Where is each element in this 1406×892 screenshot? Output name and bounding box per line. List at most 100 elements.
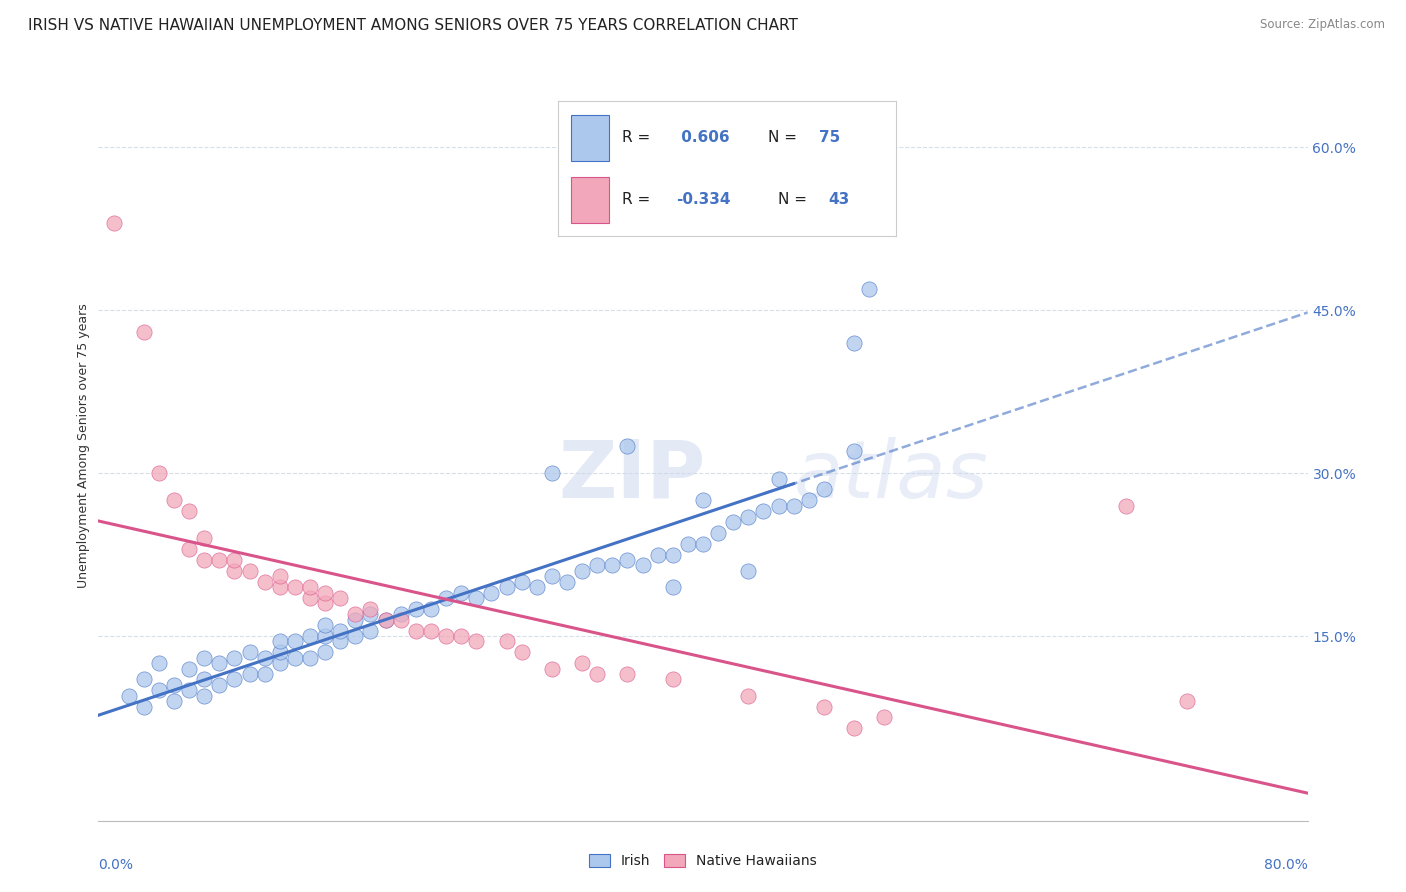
Point [193, 650, 215, 665]
Point [389, 607, 412, 622]
Point [723, 515, 745, 529]
Point [163, 694, 186, 708]
Point [284, 634, 307, 648]
Point [540, 466, 562, 480]
Legend: Irish, Native Hawaiians: Irish, Native Hawaiians [583, 848, 823, 873]
Point [344, 629, 367, 643]
Point [631, 558, 654, 573]
Point [163, 678, 186, 692]
Point [797, 493, 820, 508]
Point [344, 613, 367, 627]
Point [1115, 499, 1137, 513]
Point [752, 504, 775, 518]
Point [647, 548, 669, 562]
Point [571, 564, 593, 578]
Point [360, 624, 382, 638]
Point [616, 667, 638, 681]
Text: Source: ZipAtlas.com: Source: ZipAtlas.com [1260, 18, 1385, 31]
Point [179, 662, 201, 676]
Point [768, 499, 790, 513]
Point [481, 585, 503, 599]
Point [253, 667, 276, 681]
Point [692, 493, 714, 508]
Point [360, 607, 382, 622]
Point [132, 325, 155, 339]
Point [208, 553, 231, 567]
Point [118, 689, 141, 703]
Point [692, 537, 714, 551]
Point [540, 662, 562, 676]
Point [844, 722, 866, 736]
Point [269, 569, 291, 583]
Point [224, 673, 246, 687]
Point [571, 656, 593, 670]
Point [299, 591, 322, 605]
Point [616, 553, 638, 567]
Point [495, 634, 517, 648]
Point [314, 597, 336, 611]
Point [661, 548, 683, 562]
Point [450, 585, 472, 599]
Point [224, 650, 246, 665]
Point [314, 629, 336, 643]
Point [208, 678, 231, 692]
Point [707, 525, 730, 540]
Point [208, 656, 231, 670]
Point [193, 553, 215, 567]
Point [374, 613, 396, 627]
Point [510, 574, 533, 589]
Point [284, 650, 307, 665]
Point [224, 553, 246, 567]
Point [269, 645, 291, 659]
Point [132, 673, 155, 687]
Point [163, 493, 186, 508]
Point [661, 673, 683, 687]
Point [269, 656, 291, 670]
Text: IRISH VS NATIVE HAWAIIAN UNEMPLOYMENT AMONG SENIORS OVER 75 YEARS CORRELATION CH: IRISH VS NATIVE HAWAIIAN UNEMPLOYMENT AM… [28, 18, 799, 33]
Point [813, 699, 835, 714]
Point [148, 683, 170, 698]
Point [179, 504, 201, 518]
Point [495, 580, 517, 594]
Point [148, 656, 170, 670]
Point [239, 645, 262, 659]
Point [737, 689, 759, 703]
Point [465, 591, 488, 605]
Text: 80.0%: 80.0% [1264, 858, 1308, 872]
Point [374, 613, 396, 627]
Point [1175, 694, 1198, 708]
Point [314, 645, 336, 659]
Point [299, 629, 322, 643]
Point [616, 439, 638, 453]
Point [405, 624, 427, 638]
Point [405, 602, 427, 616]
Point [873, 710, 896, 724]
Point [526, 580, 548, 594]
Point [844, 335, 866, 350]
Point [676, 537, 699, 551]
Point [224, 564, 246, 578]
Point [239, 564, 262, 578]
Point [510, 645, 533, 659]
Point [284, 580, 307, 594]
Point [314, 618, 336, 632]
Point [299, 650, 322, 665]
Text: ZIP: ZIP [558, 437, 706, 515]
Point [253, 650, 276, 665]
Point [555, 574, 578, 589]
Point [450, 629, 472, 643]
Point [420, 602, 443, 616]
Point [269, 580, 291, 594]
Point [434, 629, 457, 643]
Point [179, 542, 201, 557]
Point [389, 613, 412, 627]
Point [239, 667, 262, 681]
Point [465, 634, 488, 648]
Point [783, 499, 806, 513]
Point [360, 602, 382, 616]
Point [344, 607, 367, 622]
Point [586, 558, 609, 573]
Point [148, 466, 170, 480]
Point [844, 444, 866, 458]
Point [103, 216, 125, 230]
